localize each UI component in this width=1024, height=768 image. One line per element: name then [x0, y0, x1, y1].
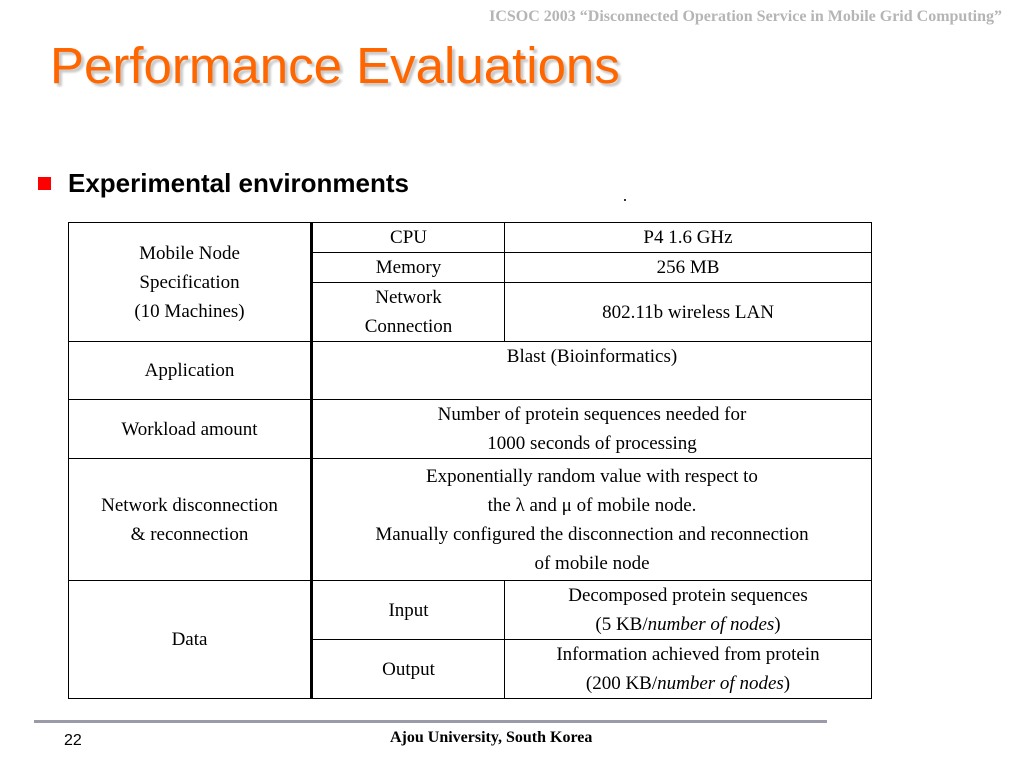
input-value-cell: Decomposed protein sequences (5 KB/numbe… [504, 580, 872, 640]
mobile-node-label-line: Specification [139, 271, 240, 293]
bullet-item: Experimental environments [38, 168, 409, 199]
affiliation-footer: Ajou University, South Korea [390, 729, 593, 746]
application-value-cell: Blast (Bioinformatics) [311, 341, 872, 400]
environment-table: Mobile Node Specification (10 Machines) … [68, 222, 872, 699]
cpu-value-cell: P4 1.6 GHz [504, 222, 872, 253]
output-value-suffix: ) [783, 673, 791, 694]
stray-dot-mark [624, 199, 626, 201]
disconnection-value-line: Exponentially random value with respect … [426, 465, 758, 487]
page-number: 22 [64, 732, 82, 749]
network-value-cell: 802.11b wireless LAN [504, 282, 872, 342]
output-value-prefix: (200 KB/ [585, 673, 658, 694]
application-label-cell: Application [68, 341, 313, 400]
disconnection-value-line: Manually configured the disconnection an… [375, 523, 809, 545]
input-value-prefix: (5 KB/ [595, 614, 648, 635]
table-row: Network disconnection & reconnection Exp… [68, 458, 872, 581]
output-value-italic: number of nodes [657, 673, 784, 694]
workload-value-cell: Number of protein sequences needed for 1… [311, 399, 872, 459]
table-row: Data Input Decomposed protein sequences … [68, 580, 872, 699]
disconnection-label-cell: Network disconnection & reconnection [68, 458, 313, 581]
workload-value-line: Number of protein sequences needed for [437, 404, 747, 425]
input-label-cell: Input [311, 580, 505, 640]
table-row: Application Blast (Bioinformatics) [68, 341, 872, 400]
network-label-line: Connection [364, 316, 453, 337]
network-label-line: Network [375, 287, 442, 308]
disconnection-value-line: of mobile node [534, 552, 650, 574]
square-bullet-icon [38, 177, 51, 190]
disconnection-value-line: the λ and μ of mobile node. [487, 494, 697, 516]
table-row: Output Information achieved from protein… [69, 639, 872, 699]
cpu-label-cell: CPU [311, 222, 505, 253]
disconnection-label-line: & reconnection [130, 523, 249, 545]
output-value-cell: Information achieved from protein (200 K… [504, 639, 872, 699]
memory-value-cell: 256 MB [504, 252, 872, 283]
input-value-italic: number of nodes [647, 614, 775, 635]
input-value-suffix: ) [774, 614, 781, 635]
disconnection-value-cell: Exponentially random value with respect … [311, 458, 872, 581]
mobile-node-label-line: Mobile Node [139, 242, 240, 264]
mobile-node-label-cell: Mobile Node Specification (10 Machines) [68, 222, 313, 342]
footer-divider [34, 720, 827, 723]
table-row: Workload amount Number of protein sequen… [68, 399, 872, 459]
workload-value-line: 1000 seconds of processing [487, 433, 697, 454]
disconnection-label-line: Network disconnection [101, 494, 278, 516]
table-row: Network Connection 802.11b wireless LAN [69, 282, 872, 342]
slide-title: Performance Evaluations [50, 37, 620, 94]
output-value-line: Information achieved from protein [556, 644, 820, 665]
output-label-cell: Output [311, 639, 505, 699]
memory-label-cell: Memory [311, 252, 505, 283]
conference-header: ICSOC 2003 “Disconnected Operation Servi… [489, 8, 1002, 25]
network-label-cell: Network Connection [311, 282, 505, 342]
bullet-text: Experimental environments [68, 168, 409, 198]
data-label-cell: Data [68, 580, 313, 699]
input-value-line: Decomposed protein sequences [568, 585, 808, 606]
workload-label-cell: Workload amount [68, 399, 313, 459]
mobile-node-label-line: (10 Machines) [134, 300, 245, 322]
table-row: Memory 256 MB [69, 252, 872, 283]
table-row: Mobile Node Specification (10 Machines) … [68, 222, 872, 342]
